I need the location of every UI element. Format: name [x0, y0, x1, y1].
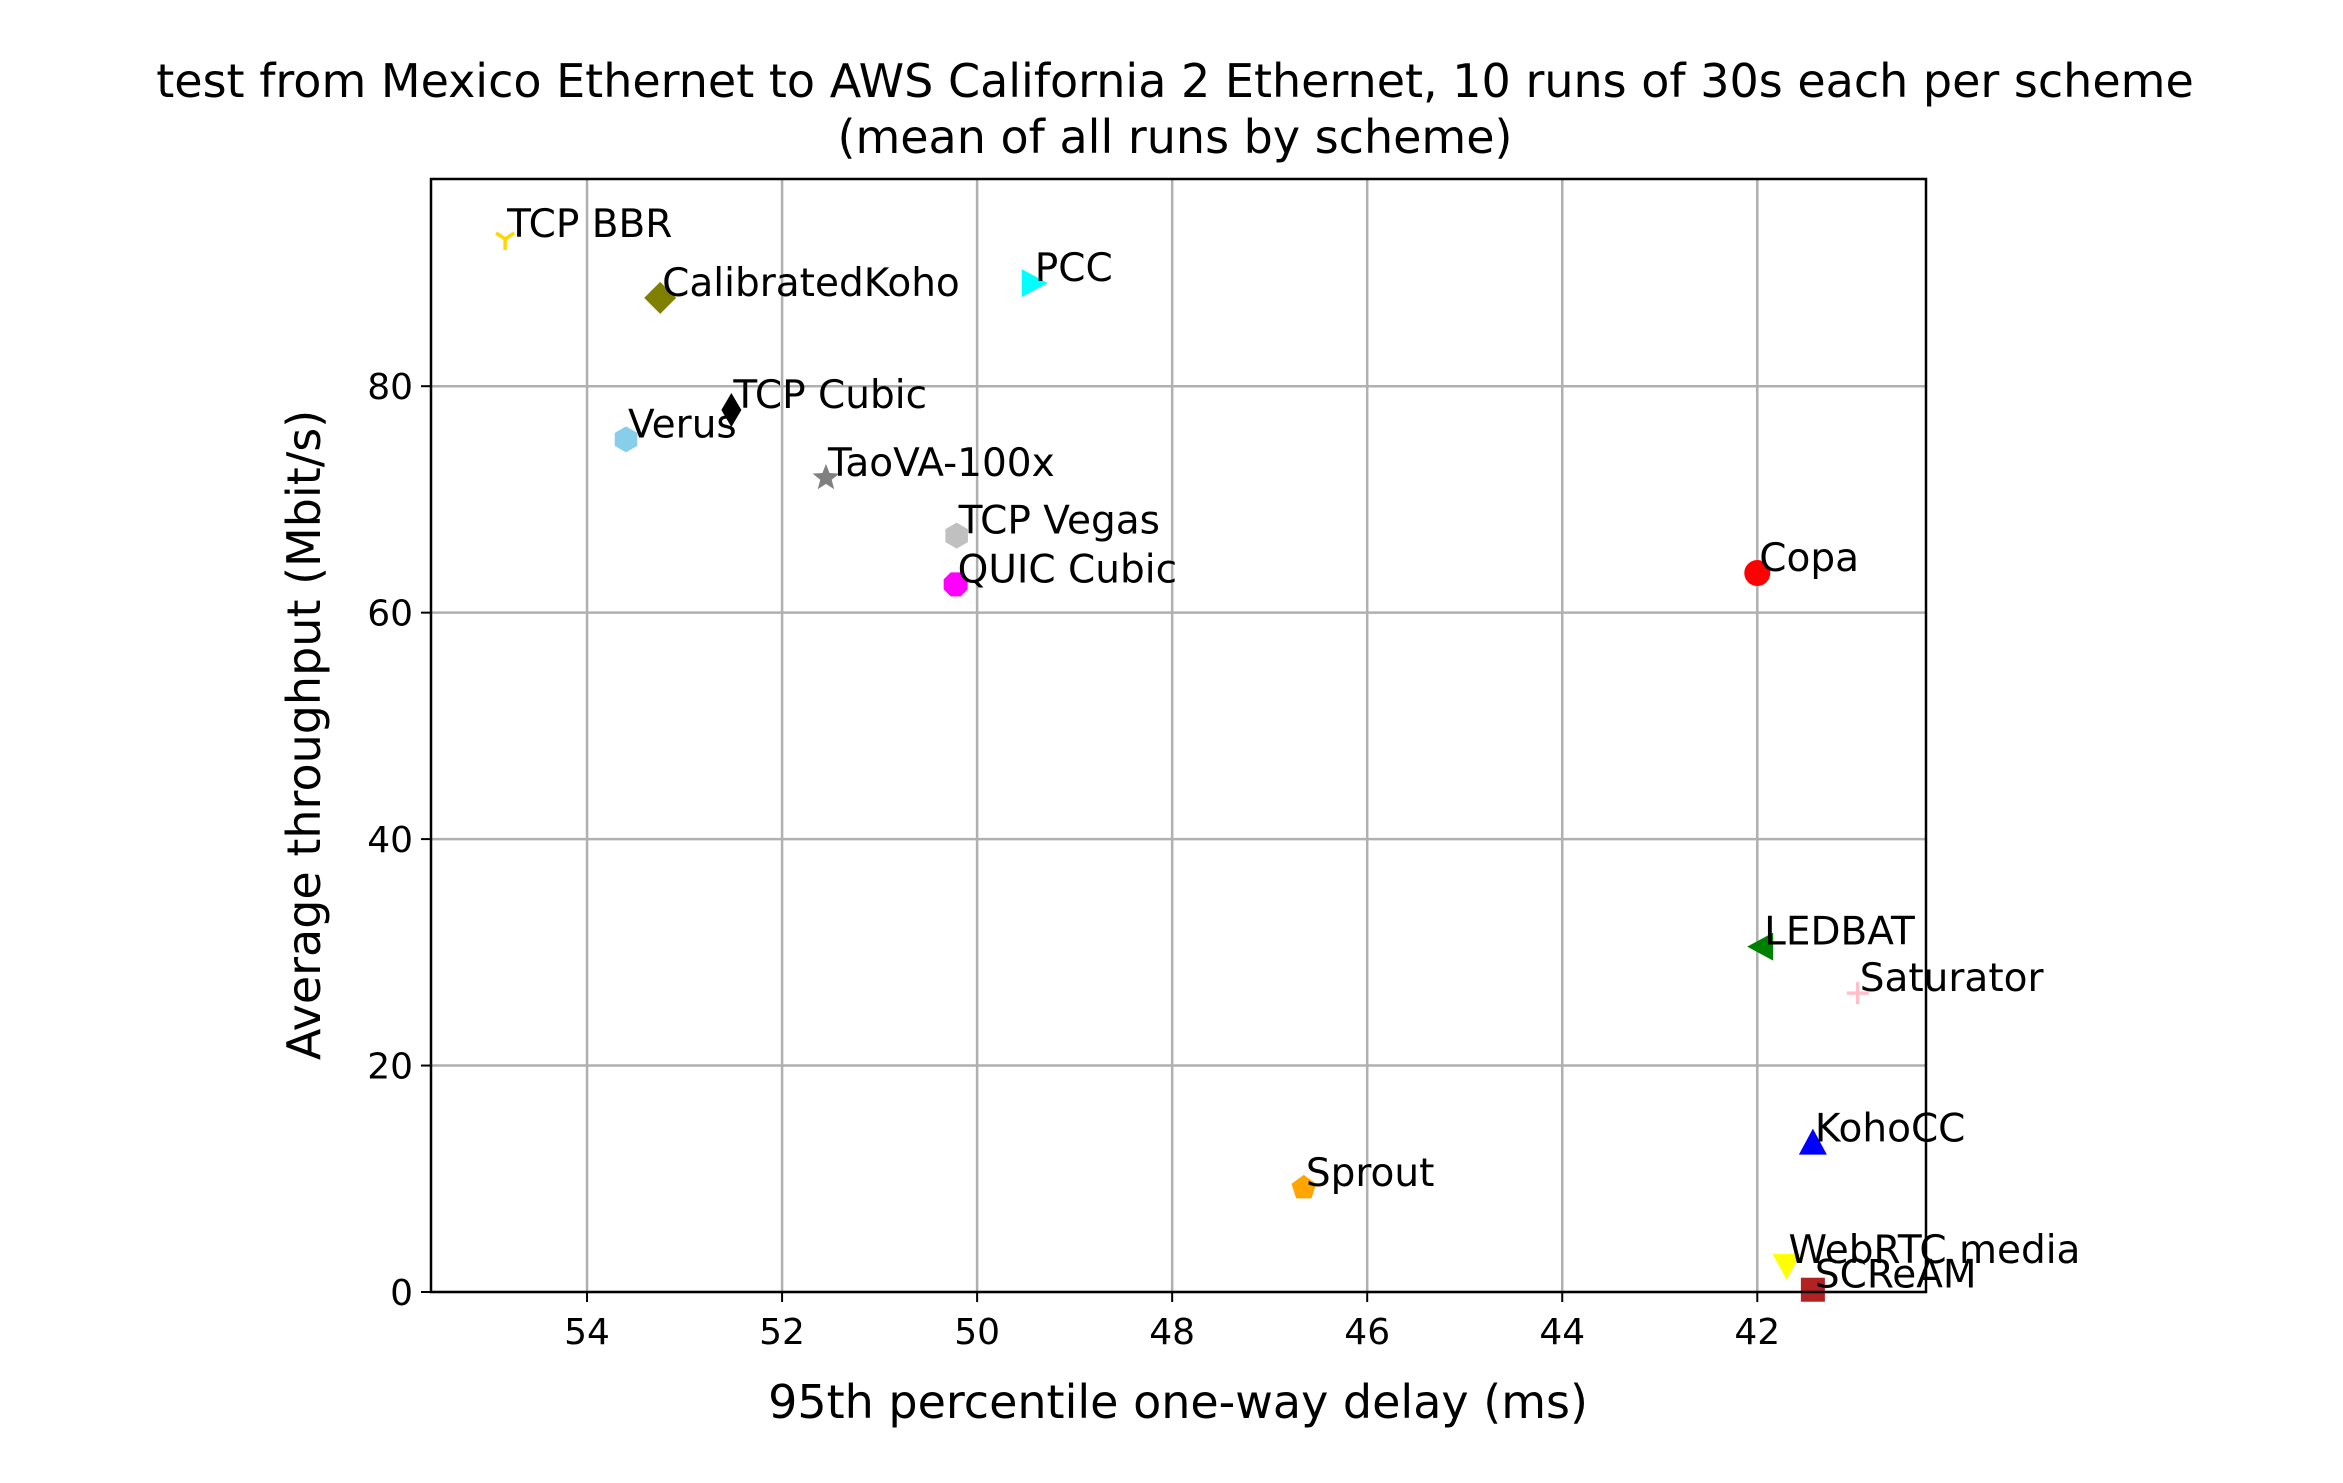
x-axis-label: 95th percentile one-way delay (ms): [768, 1375, 1588, 1429]
x-tick-label: 44: [1539, 1312, 1585, 1353]
label-tcp-bbr: TCP BBR: [506, 202, 672, 247]
point-sprout: [1291, 1174, 1317, 1199]
point-webrtc-media: [1772, 1253, 1801, 1280]
label-pcc: PCC: [1035, 246, 1113, 291]
label-webrtc-media: WebRTC media: [1789, 1228, 2081, 1273]
point-ledbat: [1747, 932, 1774, 961]
y-tick-label: 60: [367, 594, 413, 635]
y-axis-label: Average throughput (Mbit/s): [277, 410, 331, 1060]
y-tick-label: 20: [367, 1047, 413, 1088]
y-tick-label: 0: [390, 1273, 413, 1314]
label-ledbat: LEDBAT: [1764, 910, 1915, 955]
point-quic-cubic: [943, 572, 968, 597]
label-tcp-vegas: TCP Vegas: [958, 499, 1160, 544]
x-tick-label: 50: [954, 1312, 1000, 1353]
point-copa: [1744, 560, 1771, 587]
x-tick-label: 46: [1344, 1312, 1390, 1353]
label-calibratedkoho: CalibratedKoho: [662, 261, 960, 306]
label-quic-cubic: QUIC Cubic: [958, 547, 1177, 592]
label-tcp-cubic: TCP Cubic: [732, 373, 927, 418]
point-tcp-vegas: [945, 522, 968, 549]
label-taova-100x: TaoVA-100x: [827, 441, 1055, 486]
chart-title: test from Mexico Ethernet to AWS Califor…: [156, 54, 2194, 108]
point-tcp-bbr: [495, 231, 516, 251]
x-tick-label: 48: [1149, 1312, 1195, 1353]
x-tick-label: 42: [1734, 1312, 1780, 1353]
point-verus: [614, 426, 638, 453]
point-kohocc: [1798, 1128, 1827, 1155]
point-scream: [1800, 1277, 1825, 1302]
point-calibratedkoho: [644, 281, 677, 314]
axis-ticks: 54 52 50 48 46 44 42 0 20 40 60 80: [367, 367, 1780, 1353]
label-scream: SCReAM: [1815, 1253, 1977, 1298]
point-pcc: [1021, 269, 1048, 298]
chart-subtitle: (mean of all runs by scheme): [838, 110, 1513, 164]
label-saturator: Saturator: [1860, 956, 2045, 1001]
x-tick-label: 52: [759, 1312, 805, 1353]
label-sprout: Sprout: [1306, 1151, 1435, 1196]
y-tick-label: 40: [367, 820, 413, 861]
point-saturator: [1846, 982, 1869, 1005]
label-kohocc: KohoCC: [1815, 1107, 1966, 1152]
y-tick-label: 80: [367, 367, 413, 408]
point-taova-100x: [812, 463, 840, 490]
data-points: [495, 231, 1869, 1302]
x-tick-label: 54: [564, 1312, 610, 1353]
label-copa: Copa: [1759, 536, 1859, 581]
axes-frame: [429, 177, 1928, 1294]
point-tcp-cubic: [721, 392, 742, 427]
label-verus: Verus: [628, 402, 737, 447]
